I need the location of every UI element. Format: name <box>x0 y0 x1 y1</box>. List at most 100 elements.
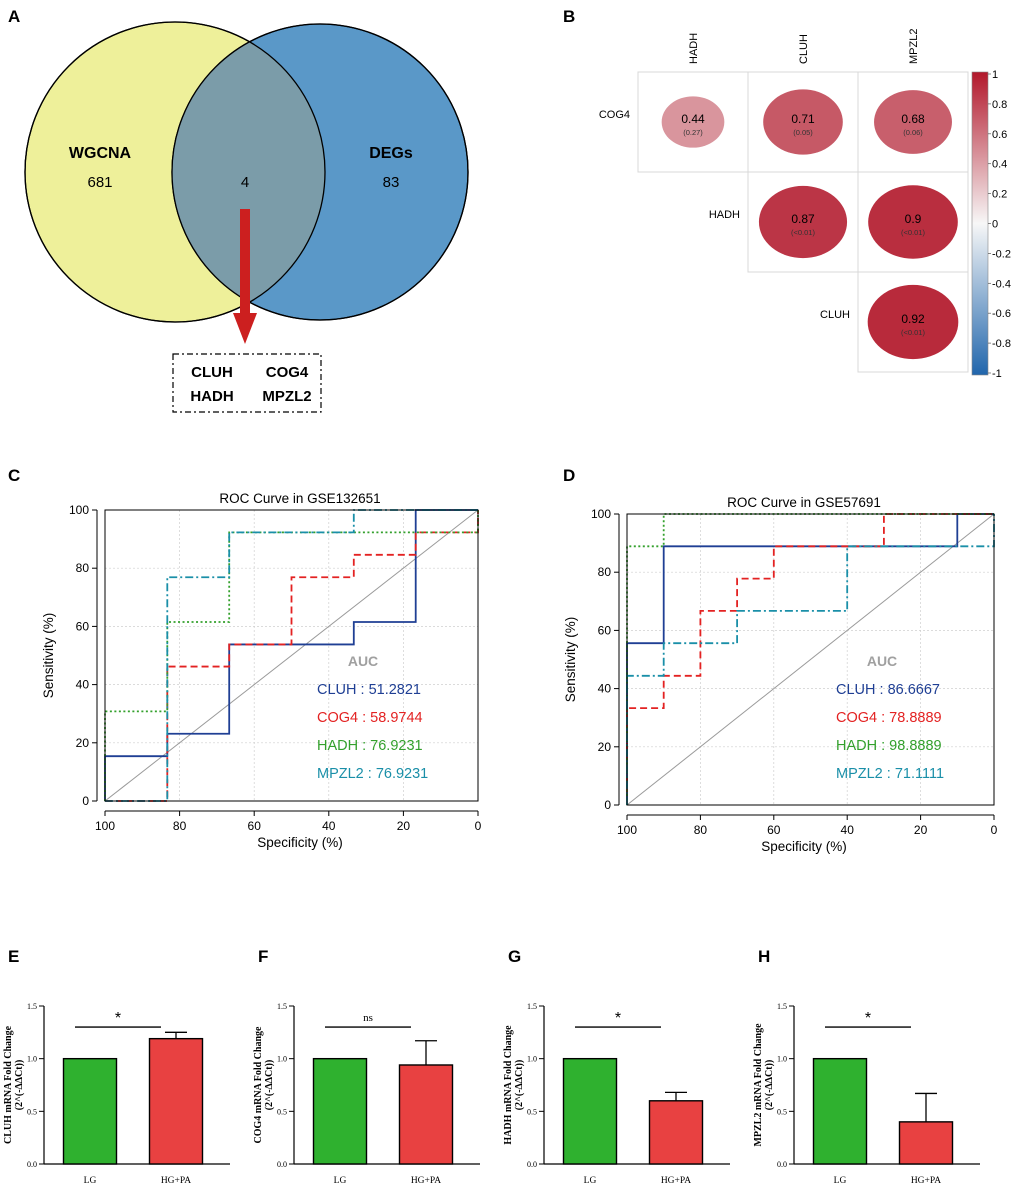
roc-y-label: Sensitivity (%) <box>563 617 578 703</box>
corr-value: 0.68 <box>901 112 925 126</box>
bar-y-label-line2: (2^(-ΔΔCt)) <box>764 1060 775 1111</box>
bar-y-tick-label: 0.5 <box>777 1107 787 1116</box>
colorbar-tick-label: -0.6 <box>992 308 1011 320</box>
venn-arrow-head <box>233 313 257 344</box>
bar-y-tick-label: 1.0 <box>27 1055 37 1064</box>
roc-x-tick-label: 100 <box>95 819 115 833</box>
bar-lg <box>812 1057 868 1165</box>
roc-auc-mpzl2: MPZL2 : 76.9231 <box>317 766 428 782</box>
roc-auc-hadh: HADH : 98.8889 <box>836 738 942 754</box>
roc-x-tick-label: 0 <box>991 823 998 837</box>
corr-value: 0.92 <box>901 312 925 326</box>
roc-diagonal <box>104 509 479 802</box>
bar-category-label: LG <box>834 1176 847 1186</box>
corr-pvalue: (0.05) <box>793 128 813 137</box>
roc-x-tick-label: 80 <box>173 819 187 833</box>
roc-auc-title: AUC <box>348 653 378 669</box>
roc-y-tick-label: 100 <box>69 503 89 517</box>
roc-y-tick-label: 40 <box>598 682 612 696</box>
bar-y-label-line2: (2^(-ΔΔCt)) <box>264 1060 275 1111</box>
corr-pvalue: (0.06) <box>903 128 923 137</box>
roc-x-tick-label: 100 <box>617 823 637 837</box>
colorbar <box>971 71 989 376</box>
corr-col-label: CLUH <box>798 34 810 64</box>
roc-auc-mpzl2: MPZL2 : 71.1111 <box>836 766 944 782</box>
roc-x-label: Specificity (%) <box>257 835 343 850</box>
bar-y-label-line2: (2^(-ΔΔCt)) <box>14 1060 25 1111</box>
bar-lg <box>312 1057 368 1165</box>
corr-pvalue: (<0.01) <box>901 328 925 337</box>
corr-pvalue: (<0.01) <box>791 228 815 237</box>
roc-x-tick-label: 20 <box>914 823 928 837</box>
bar-y-label-line1: CLUH mRNA Fold Change <box>3 1025 14 1144</box>
corr-circle <box>758 185 848 259</box>
roc-curve-mpzl2 <box>626 514 995 805</box>
panel-letter-d: D <box>563 466 575 485</box>
roc-x-tick-label: 40 <box>322 819 336 833</box>
roc-x-tick-label: 60 <box>248 819 262 833</box>
corr-row-label: COG4 <box>599 109 630 121</box>
corr-circle <box>874 90 952 154</box>
roc-frame <box>626 513 995 806</box>
significance-label: * <box>865 1010 871 1027</box>
panel-a-venn: WGCNA 681 DEGs 83 4 CLUH COG4 HADH MPZL2 <box>24 21 469 413</box>
venn-gene-mpzl2: MPZL2 <box>262 388 311 405</box>
corr-circle <box>661 96 725 148</box>
bar-y-tick-label: 1.5 <box>27 1002 37 1011</box>
panel-letter-g: G <box>508 947 521 966</box>
colorbar-tick-label: 0 <box>992 219 998 231</box>
roc-y-tick-label: 0 <box>82 794 89 808</box>
roc-x-tick-label: 20 <box>397 819 411 833</box>
roc-x-tick-label: 60 <box>767 823 781 837</box>
bar-y-tick-label: 1.5 <box>527 1002 537 1011</box>
corr-circle <box>867 284 959 360</box>
colorbar-tick-label: 0.2 <box>992 189 1007 201</box>
bar-category-label: HG+PA <box>411 1176 441 1186</box>
bar-y-tick-label: 0.0 <box>777 1160 787 1169</box>
bar-y-label-line1: MPZL2 mRNA Fold Change <box>753 1023 764 1147</box>
venn-count-wgcna: 681 <box>87 174 112 191</box>
roc-auc-cog4: COG4 : 58.9744 <box>317 710 423 726</box>
roc-curve-cog4 <box>626 513 994 805</box>
bar-hg-pa <box>148 1037 204 1165</box>
bar-y-tick-label: 0.5 <box>27 1107 37 1116</box>
corr-cell-border <box>857 271 969 373</box>
bar-y-tick-label: 0.5 <box>527 1107 537 1116</box>
roc-auc-cog4: COG4 : 78.8889 <box>836 710 942 726</box>
panel-f-bar: 0.0 0.5 1.0 1.5 COG4 mRNA Fold Change (2^(-ΔΔ… <box>253 1002 480 1186</box>
roc-y-tick-label: 60 <box>76 619 90 633</box>
colorbar-tick-label: -0.4 <box>992 278 1011 290</box>
venn-gene-cluh: CLUH <box>191 364 233 381</box>
bar-hg-pa <box>398 1064 454 1165</box>
colorbar-tick-label: 1 <box>992 69 998 81</box>
roc-x-tick-label: 40 <box>841 823 855 837</box>
panel-letter-e: E <box>8 947 19 966</box>
roc-y-tick-label: 20 <box>598 740 612 754</box>
corr-circle <box>763 89 843 155</box>
bar-category-label: HG+PA <box>911 1176 941 1186</box>
significance-label: ns <box>363 1012 373 1024</box>
corr-row-label: CLUH <box>820 309 850 321</box>
roc-x-label: Specificity (%) <box>761 839 847 854</box>
panel-letters: A B C D E F G H <box>8 7 770 966</box>
panel-b-correlation: HADH CLUH MPZL2 COG4 HADH CLUH 0.44 (0.27) 0.71 (… <box>599 29 1011 380</box>
roc-x-tick-label: 0 <box>475 819 482 833</box>
venn-gene-cog4: COG4 <box>266 364 309 381</box>
panel-letter-a: A <box>8 7 20 26</box>
bar-y-tick-label: 1.0 <box>527 1055 537 1064</box>
bar-y-tick-label: 1.0 <box>777 1055 787 1064</box>
roc-y-tick-label: 60 <box>598 623 612 637</box>
roc-y-label: Sensitivity (%) <box>41 613 56 699</box>
colorbar-tick-label: -0.8 <box>992 338 1011 350</box>
colorbar-tick-label: 0.8 <box>992 99 1007 111</box>
roc-auc-cluh: CLUH : 51.2821 <box>317 682 421 698</box>
corr-value: 0.71 <box>791 112 815 126</box>
colorbar-tick-label: 0.6 <box>992 129 1007 141</box>
bar-y-tick-label: 0.0 <box>277 1160 287 1169</box>
corr-value: 0.87 <box>791 212 815 226</box>
panel-h-bar: 0.0 0.5 1.0 1.5 MPZL2 mRNA Fold Change (2^(-Δ… <box>753 1002 980 1186</box>
corr-value: 0.44 <box>681 112 705 126</box>
venn-count-degs: 83 <box>383 174 400 191</box>
venn-outline-wgcna <box>24 21 326 323</box>
